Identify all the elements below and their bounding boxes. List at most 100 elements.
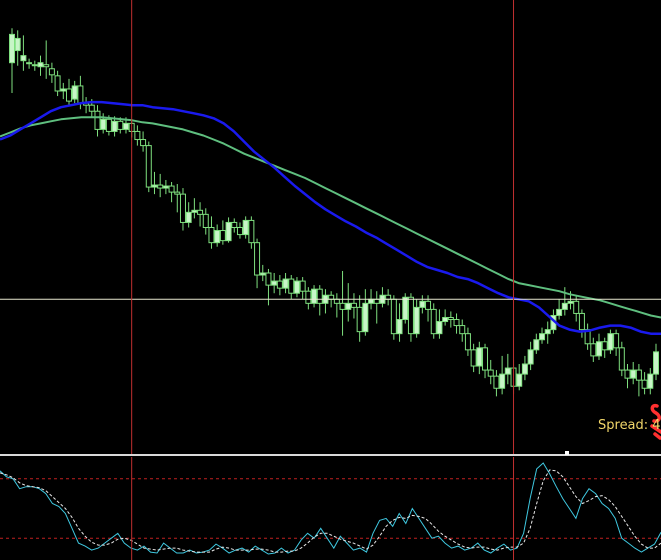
candle-body bbox=[504, 367, 511, 375]
candle bbox=[14, 30, 21, 66]
candle bbox=[624, 364, 631, 389]
candle bbox=[191, 198, 198, 219]
candle-body bbox=[271, 280, 278, 286]
candle bbox=[259, 264, 266, 282]
candle bbox=[322, 289, 329, 314]
candle-body bbox=[425, 300, 432, 310]
candle-body bbox=[453, 319, 460, 327]
candle-body bbox=[282, 278, 289, 289]
candle-body bbox=[265, 272, 272, 286]
candle-body bbox=[305, 290, 312, 304]
candle bbox=[607, 329, 614, 354]
candle-body bbox=[111, 120, 118, 132]
candle-body bbox=[31, 64, 38, 67]
candle-body bbox=[14, 37, 21, 52]
candle-body bbox=[385, 294, 392, 300]
candle-body bbox=[596, 341, 603, 357]
candle bbox=[350, 293, 357, 319]
candle bbox=[231, 218, 238, 233]
candle bbox=[385, 289, 392, 306]
candle-body bbox=[140, 139, 147, 147]
candle bbox=[288, 275, 295, 300]
candle bbox=[60, 82, 67, 100]
candle-body bbox=[630, 369, 637, 379]
candle-body bbox=[242, 219, 249, 236]
candle bbox=[145, 141, 152, 193]
subwindow-separator[interactable] bbox=[0, 454, 661, 456]
candle bbox=[174, 184, 181, 213]
candle bbox=[533, 333, 540, 354]
candle-body bbox=[151, 184, 158, 188]
candle-body bbox=[145, 145, 152, 188]
candle-body bbox=[162, 185, 169, 189]
candle-body bbox=[470, 349, 477, 367]
candle-body bbox=[299, 280, 306, 292]
candle-body bbox=[402, 296, 409, 321]
candle bbox=[151, 171, 158, 195]
spread-label: Spread: 4 bbox=[598, 418, 661, 433]
candle bbox=[48, 62, 55, 83]
candle-body bbox=[350, 302, 357, 308]
candle-body bbox=[77, 85, 84, 104]
candle-body bbox=[179, 193, 186, 223]
candle-body bbox=[345, 302, 352, 310]
candle bbox=[65, 78, 72, 107]
candle bbox=[590, 337, 597, 362]
candle-body bbox=[54, 75, 61, 92]
candle bbox=[459, 319, 466, 342]
candle bbox=[179, 188, 186, 231]
candle bbox=[390, 295, 397, 340]
candle-body bbox=[236, 227, 243, 236]
candle-body bbox=[436, 321, 443, 335]
separator-handle[interactable] bbox=[565, 451, 569, 455]
candle-body bbox=[43, 64, 50, 68]
spread-marker bbox=[650, 403, 661, 440]
candle bbox=[470, 343, 477, 373]
candle bbox=[31, 60, 38, 71]
candle bbox=[214, 224, 221, 247]
candle-body bbox=[635, 369, 642, 381]
candle bbox=[482, 343, 489, 379]
candle bbox=[601, 337, 608, 358]
candle bbox=[430, 303, 437, 339]
candle-body bbox=[9, 33, 15, 64]
candle bbox=[140, 131, 147, 152]
candle-body bbox=[356, 306, 363, 333]
candle bbox=[419, 295, 426, 314]
guide-lines-layer[interactable] bbox=[0, 0, 661, 455]
candle bbox=[521, 355, 528, 381]
candle-body bbox=[105, 118, 112, 132]
candle-body bbox=[65, 88, 72, 102]
candle bbox=[305, 287, 312, 310]
candle bbox=[37, 55, 44, 76]
stochastic-indicator[interactable] bbox=[0, 457, 661, 560]
stoch-main-line bbox=[0, 462, 661, 555]
candle-body bbox=[134, 130, 141, 141]
candle bbox=[613, 329, 620, 356]
candle bbox=[653, 343, 659, 381]
candle-body bbox=[259, 272, 266, 276]
candle-body bbox=[368, 298, 375, 304]
candle bbox=[43, 40, 50, 79]
candle-body bbox=[590, 343, 597, 357]
candle-body bbox=[248, 219, 255, 244]
candle-body bbox=[442, 316, 449, 323]
candle-body bbox=[556, 308, 563, 316]
candle-body bbox=[225, 221, 232, 242]
price-chart[interactable] bbox=[0, 0, 661, 455]
candle-body bbox=[94, 110, 101, 130]
candle-body bbox=[607, 333, 614, 351]
candle bbox=[356, 295, 363, 342]
candle-body bbox=[117, 120, 124, 130]
candle-body bbox=[48, 68, 55, 76]
candle-body bbox=[157, 184, 164, 189]
candle-body bbox=[499, 373, 506, 389]
candle-body bbox=[653, 351, 659, 375]
candle bbox=[362, 289, 369, 336]
candle bbox=[596, 333, 603, 360]
candle-body bbox=[122, 122, 129, 130]
candle-body bbox=[561, 302, 568, 310]
candle bbox=[396, 303, 403, 342]
candle-body bbox=[373, 298, 380, 304]
